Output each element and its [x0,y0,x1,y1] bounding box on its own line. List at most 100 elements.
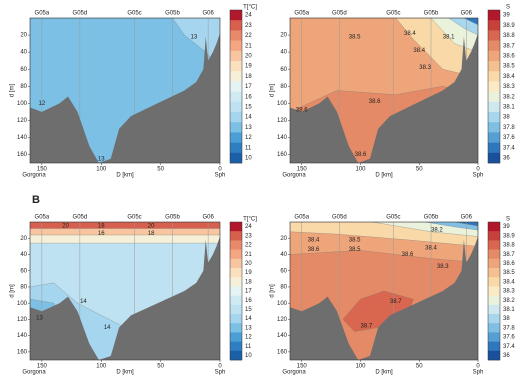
colorbar-cell [230,277,242,287]
colorbar-cell [488,71,500,82]
station-label: G05a [294,11,309,17]
colorbar-cell [230,122,242,133]
colorbar-cell [488,50,500,62]
contour-label: 38.5 [349,237,361,243]
colorbar-cell [488,91,500,103]
colorbar-cell [230,81,242,92]
colorbar-tick-label: 38.9 [503,233,515,239]
colorbar-cell [488,277,500,287]
station-label: G06 [202,11,214,17]
colorbar-cell [488,258,500,269]
colorbar-tick-label: 10 [245,353,252,359]
colorbar-cell [230,314,242,324]
colorbar-cell [488,304,500,315]
colorbar-label: T[°C] [243,5,257,11]
colorbar-cell [230,350,242,361]
y-tick-label: 120 [277,317,288,323]
x-tick-label: 150 [297,167,308,173]
colorbar-tick-label: 36 [503,155,510,161]
colorbar-tick-label: 18 [245,74,252,80]
colorbar-cell [230,304,242,315]
colorbar-cell [230,10,242,21]
colorbar-tick-label: 38.5 [503,270,515,276]
y-tick-label: 60 [280,67,287,73]
y-tick-label: 120 [17,317,28,323]
colorbar-tick-label: 20 [245,53,252,59]
colorbar-tick-label: 38.8 [503,33,515,39]
y-tick-label: 60 [20,268,27,274]
y-tick-label: 100 [277,101,288,107]
colorbar-cell [230,240,242,250]
x-tick-label: 150 [297,364,308,370]
contour-label: 20 [62,224,69,230]
y-axis-label: d [m] [10,284,16,298]
y-tick-label: 40 [280,252,287,258]
colorbar-cell [230,30,242,41]
colorbar-tick-label: 38.3 [503,84,515,90]
colorbar-tick-label: 38 [503,115,510,121]
x-start-label: Gorgona [282,370,306,376]
colorbar-cell [488,61,500,72]
contour-label: 38.2 [431,228,443,234]
colorbar-cell [230,152,242,164]
contour-label: 38.7 [390,299,402,305]
contour-label: 38.3 [419,65,431,71]
colorbar-frame [487,221,501,361]
colorbar-tick-label: 11 [245,145,252,151]
colorbar-tick-label: 37.6 [503,135,515,141]
bathymetry [290,236,478,360]
station-label: G05a [35,11,50,17]
colorbar-cell [230,258,242,269]
y-tick-label: 80 [280,285,287,291]
station-label: G05c [127,11,141,17]
colorbar-cell [230,323,242,333]
colorbar-frame [229,9,243,164]
colorbar-tick-label: 22 [245,243,252,249]
colorbar-cell [230,40,242,52]
colorbar-tick-label: 38.7 [503,252,515,258]
contour-label: 14 [80,299,87,305]
colorbar-cell [230,268,242,278]
colorbar-cell [230,20,242,31]
y-tick-label: 40 [20,252,27,258]
x-tick-label: 100 [96,167,107,173]
x-tick-label: 100 [355,167,366,173]
x-tick-label: 50 [157,364,164,370]
y-tick-label: 80 [280,84,287,90]
y-tick-label: 100 [17,301,28,307]
colorbar-label: S [506,5,510,11]
colorbar-tick-label: 17 [245,84,252,90]
plot-frame [289,221,479,361]
y-tick-label: 80 [20,84,27,90]
colorbar-tick-label: 36 [503,353,510,359]
colorbar-tick-label: 38.2 [503,298,515,304]
colorbar-tick-label: 12 [245,135,252,141]
x-tick-label: 0 [476,364,480,370]
station-label: G05b [165,215,180,221]
contour-label: 38.3 [437,264,449,270]
contour-label: 18 [98,224,105,230]
station-label: G05d [73,215,88,221]
y-tick-label: 140 [17,135,28,141]
contour-label: 38.5 [349,34,361,40]
contour-label: 13 [191,34,198,40]
plot-frame [29,17,221,164]
colorbar-tick-label: 19 [245,64,252,70]
contour-label: 12 [39,101,46,107]
colorbar-cell [488,20,500,31]
colorbar-cell [488,122,500,133]
colorbar-cell [488,10,500,21]
colorbar-tick-label: 38.4 [503,74,515,80]
colorbar-cell [230,91,242,103]
x-end-label: Sph [215,173,226,179]
plot-area [290,18,478,163]
colorbar-cell [488,101,500,113]
colorbar-cell [230,142,242,154]
contour-label: 38.6 [402,252,414,258]
y-axis-label: d [m] [270,84,276,98]
plot-area [30,18,220,163]
contour-label: 38.4 [425,246,437,252]
colorbar-tick-label: 37.6 [503,335,515,341]
y-tick-label: 100 [277,301,288,307]
